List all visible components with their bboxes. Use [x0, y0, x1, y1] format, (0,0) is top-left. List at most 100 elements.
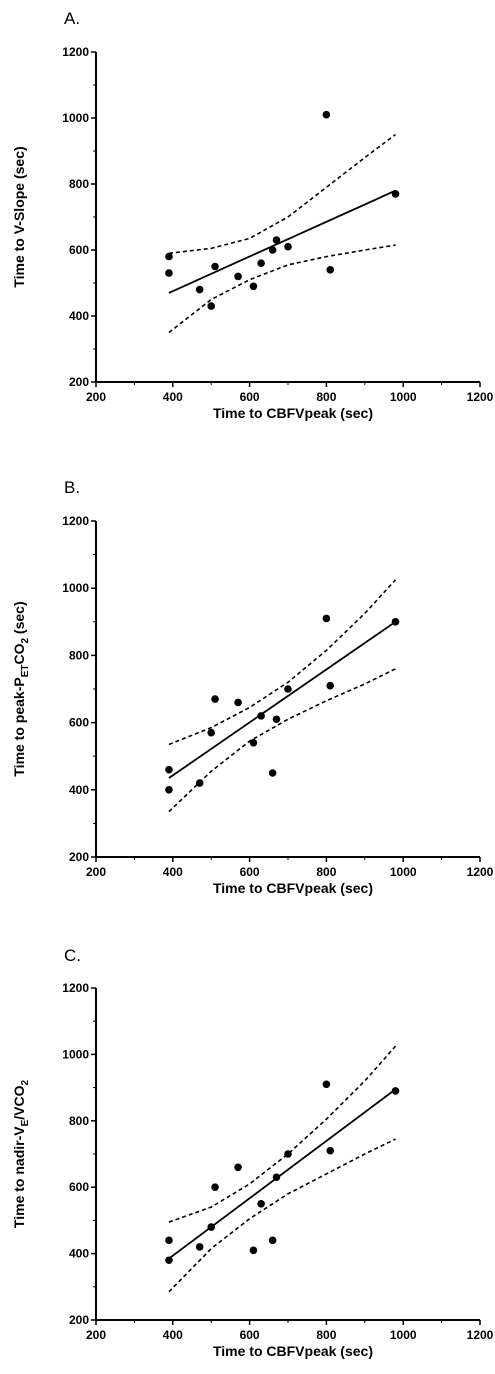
y-axis-title-part: Time to V-Slope (sec) [11, 146, 27, 287]
x-tick-label: 1200 [467, 390, 494, 404]
y-tick-label: 800 [69, 177, 89, 191]
x-tick-label: 400 [163, 865, 183, 879]
y-tick-label: 1200 [62, 45, 89, 59]
x-tick-label: 800 [316, 390, 336, 404]
regression-line [168, 1088, 397, 1260]
data-point [257, 712, 265, 720]
y-tick-label: 200 [69, 375, 89, 389]
data-point [257, 259, 265, 268]
x-tick-label: 1200 [467, 1328, 494, 1342]
data-point [284, 1150, 292, 1158]
x-tick-label: 600 [240, 390, 260, 404]
data-point [207, 728, 215, 737]
y-tick-label: 1000 [62, 111, 89, 125]
chart-panel-b: B. 200 400 600 800 1000 1200 200 400 600 800 1000 12… [11, 478, 494, 896]
x-tick-label: 200 [86, 865, 106, 879]
x-axis-title: Time to CBFVpeak (sec) [213, 1343, 373, 1359]
y-axis-title-subscript: ET [20, 665, 31, 678]
data-point [195, 285, 204, 294]
data-point [284, 242, 292, 251]
y-tick-label: 1200 [62, 514, 89, 528]
data-point [391, 618, 400, 626]
x-tick-label: 800 [316, 865, 336, 879]
regression-line [168, 189, 396, 294]
x-tick-label: 800 [316, 1328, 336, 1342]
data-point [165, 786, 173, 794]
data-point [211, 1183, 219, 1191]
y-axis-title-subscript: 2 [20, 1080, 31, 1086]
data-point [195, 779, 204, 787]
y-axis-title-part: (sec) [11, 601, 27, 638]
confidence-band-upper [168, 133, 397, 255]
y-tick-label: 600 [69, 716, 89, 730]
data-point [326, 266, 335, 274]
y-axis-title-part: /VCO [11, 1085, 27, 1119]
y-tick-label: 1000 [62, 1047, 89, 1061]
x-axis-title: Time to CBFVpeak (sec) [213, 880, 373, 896]
data-point [268, 769, 277, 777]
confidence-band-upper [168, 579, 397, 746]
confidence-band-upper [168, 1045, 397, 1223]
data-point [257, 1200, 265, 1208]
data-point [165, 1236, 173, 1245]
x-tick-label: 1000 [390, 390, 417, 404]
data-point [195, 1243, 204, 1251]
data-point [284, 685, 292, 693]
data-point [234, 272, 242, 281]
data-point [234, 1163, 242, 1172]
y-axis-title-part: Time to peak-P [11, 677, 27, 776]
y-tick-label: 200 [69, 850, 89, 864]
x-tick-label: 1000 [390, 1328, 417, 1342]
x-tick-label: 1000 [390, 865, 417, 879]
data-point [326, 1146, 335, 1155]
regression-line [168, 621, 397, 779]
x-tick-label: 400 [163, 1328, 183, 1342]
y-tick-label: 400 [69, 309, 89, 323]
data-point [391, 1087, 400, 1095]
panel-label: A. [64, 9, 80, 28]
x-tick-label: 600 [240, 865, 260, 879]
y-tick-label: 1000 [62, 581, 89, 595]
y-axis-title: Time to peak-PETCO2 (sec) [11, 601, 31, 776]
y-axis-title-subscript: 2 [20, 638, 31, 644]
y-tick-label: 600 [69, 1180, 89, 1194]
y-axis-title-part: CO [11, 643, 27, 664]
y-tick-label: 800 [69, 1114, 89, 1128]
data-point [165, 1256, 173, 1265]
data-point [165, 269, 173, 277]
data-point [391, 190, 400, 198]
confidence-band-lower [168, 1138, 396, 1293]
data-point [211, 695, 219, 703]
data-point [249, 738, 258, 747]
x-axis-title: Time to CBFVpeak (sec) [213, 405, 373, 421]
y-axis-title-subscript: E [20, 1119, 31, 1126]
data-point [249, 1246, 258, 1255]
panel-label: B. [64, 478, 80, 497]
data-point [322, 110, 331, 119]
chart-panel-c: C. 200 400 600 800 1000 1200 200 400 600 800 1000 12… [11, 946, 494, 1359]
x-tick-label: 200 [86, 390, 106, 404]
y-tick-label: 800 [69, 648, 89, 662]
x-tick-label: 400 [163, 390, 183, 404]
x-tick-label: 600 [240, 1328, 260, 1342]
y-tick-label: 400 [69, 783, 89, 797]
y-tick-label: 600 [69, 243, 89, 257]
data-point [272, 715, 281, 724]
data-point [249, 282, 258, 291]
y-axis-title: Time to nadir-VE/VCO2 [11, 1080, 31, 1229]
data-point [207, 302, 215, 310]
data-point [165, 765, 173, 774]
data-point [211, 262, 219, 271]
data-point [322, 1080, 331, 1089]
data-point [207, 1223, 215, 1231]
data-point [272, 1173, 281, 1182]
chart-panel-a: A. 200 400 600 800 1000 1200 200 400 600 800 1000 12… [11, 9, 494, 421]
y-tick-label: 1200 [62, 981, 89, 995]
y-axis-title-part: Time to nadir-V [11, 1126, 27, 1228]
data-point [268, 1236, 277, 1245]
data-point [322, 614, 331, 623]
data-point [326, 681, 335, 690]
y-tick-label: 200 [69, 1313, 89, 1327]
x-tick-label: 1200 [467, 865, 494, 879]
